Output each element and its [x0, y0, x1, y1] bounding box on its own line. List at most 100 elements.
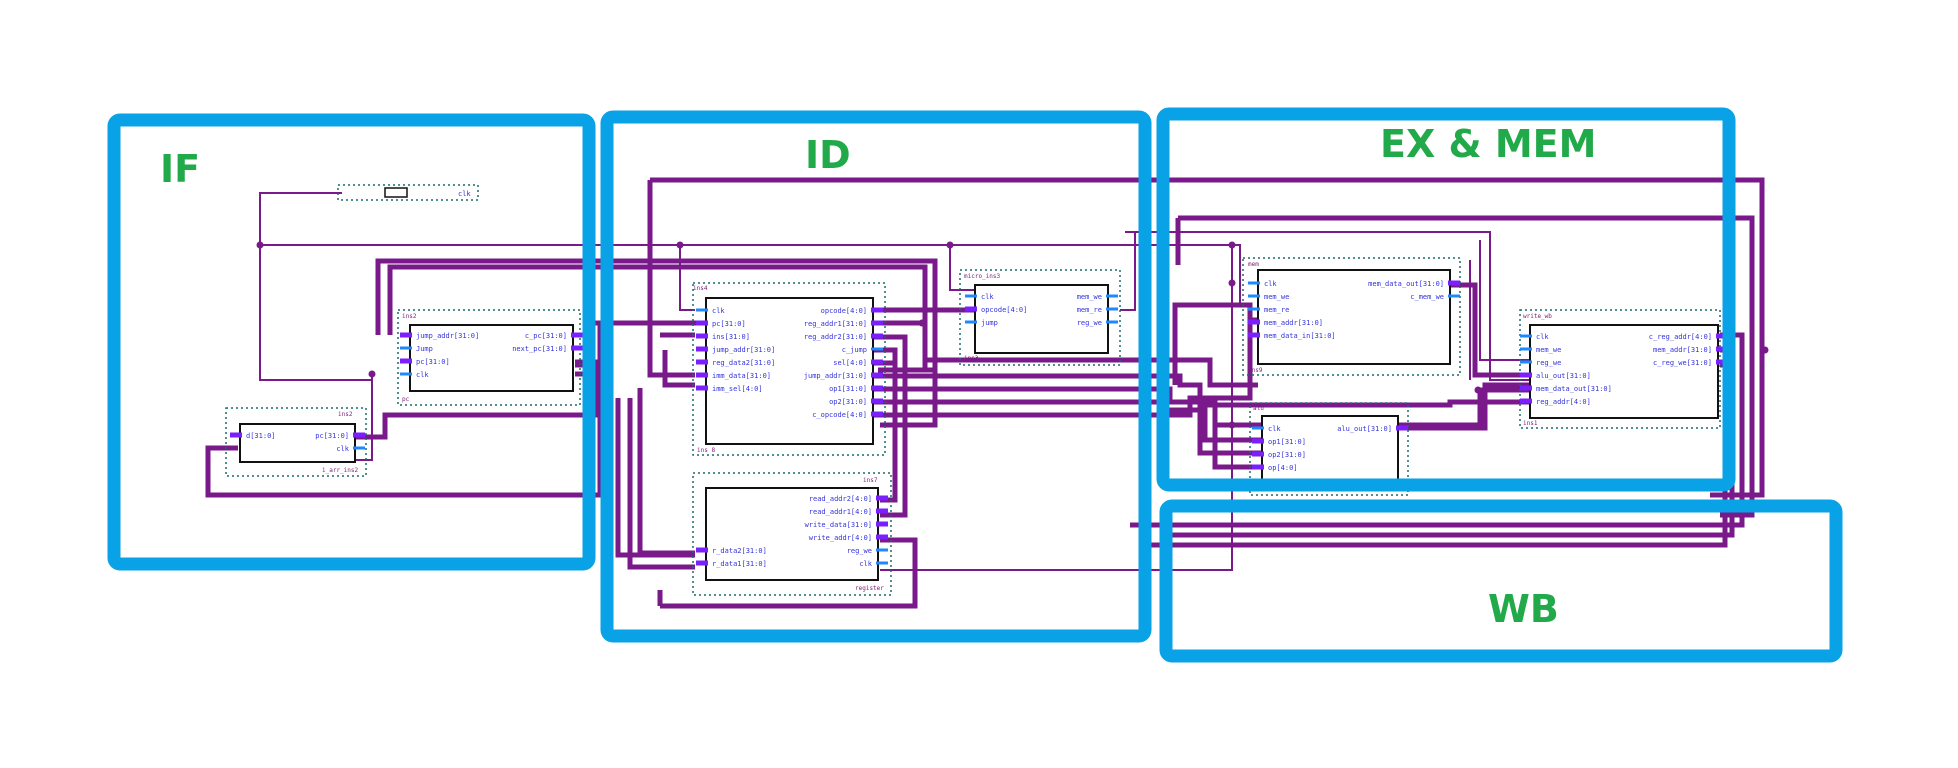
port-label: jump_addr[31:0] — [416, 332, 479, 340]
instance-groups — [225, 184, 1721, 596]
stage-id-label: ID — [805, 133, 851, 177]
port-label: clk — [458, 190, 471, 198]
bus — [647, 180, 695, 378]
bus — [627, 398, 695, 570]
bus — [650, 177, 1765, 498]
port-label: mem_we — [1264, 293, 1289, 301]
wire — [1120, 232, 1136, 311]
block-footer: i_arr_ins2 — [322, 467, 359, 474]
memory-block[interactable] — [1257, 269, 1451, 365]
clk-source-box[interactable] — [384, 187, 408, 198]
wire — [1479, 240, 1530, 361]
block-footer: ins 8 — [697, 447, 715, 454]
port-label: write_data[31:0] — [805, 521, 872, 529]
port-label: imm_sel[4:0] — [712, 385, 763, 393]
pc-reg-block[interactable] — [239, 423, 356, 463]
port-label: c_pc[31:0] — [525, 332, 567, 340]
bus — [1395, 382, 1530, 431]
instance-name: write_wb — [1523, 313, 1552, 320]
junction-dot — [1474, 386, 1482, 394]
port-label: c_reg_we[31:0] — [1653, 359, 1712, 367]
bus — [870, 320, 1258, 388]
instance-name: micro_ins3 — [964, 273, 1001, 280]
bus — [1200, 399, 1530, 408]
port-layer: jump_addr[31:0] Jump pc[31:0] clk c_pc[31:0]… — [230, 280, 1728, 568]
port-label: mem_re — [1264, 306, 1289, 314]
port-label: mem_we — [1077, 293, 1102, 301]
port-label: d[31:0] — [246, 432, 276, 440]
wire — [1125, 231, 1530, 381]
bus — [1178, 215, 1755, 518]
port-label: ins[31:0] — [712, 333, 750, 341]
alu-block[interactable] — [1261, 415, 1399, 487]
port-label: clk — [859, 560, 872, 568]
port-label: clk — [712, 307, 725, 315]
bus — [660, 537, 918, 609]
junction-dot — [256, 241, 264, 249]
port-label: c_jump — [842, 346, 867, 354]
port-label: mem_re — [1077, 306, 1102, 314]
port-label: opcode[4:0] — [981, 306, 1027, 314]
stage-wb-frame[interactable] — [1159, 499, 1843, 663]
port-label: pc[31:0] — [315, 432, 349, 440]
wire-layer — [205, 177, 1765, 609]
write-back-group — [1519, 309, 1721, 429]
bus — [870, 399, 1262, 443]
junction-dot — [1228, 241, 1236, 249]
port-label: pc[31:0] — [712, 320, 746, 328]
stage-if-label: IF — [160, 147, 200, 191]
port-label: mem_we — [1536, 346, 1561, 354]
port-label: reg_we — [847, 547, 872, 555]
port-label: Jump — [416, 345, 433, 353]
stage-wb-label: WB — [1488, 587, 1559, 631]
clk-group — [337, 184, 479, 201]
bus — [637, 388, 695, 556]
port-label: op2[31:0] — [1268, 451, 1306, 459]
stage-if-frame[interactable] — [107, 113, 596, 571]
block-footer: ins1 — [1523, 420, 1538, 427]
decoder-block[interactable] — [705, 297, 874, 445]
port-label: reg_we — [1536, 359, 1561, 367]
pc-calc-block[interactable] — [409, 324, 574, 392]
instance-name: ins2 — [402, 313, 417, 320]
port-label: mem_data_out[31:0] — [1536, 385, 1612, 393]
port-label: clk — [416, 371, 429, 379]
port-label: reg_we — [1077, 319, 1102, 327]
instance-name: mem — [1248, 261, 1259, 268]
instance-name: alu — [1253, 405, 1264, 412]
wire — [259, 192, 372, 381]
block-layer: clk ins2 pc ins2 i_arr_ins2 ins4 ins 8 i… — [239, 187, 1719, 592]
port-label: mem_addr[31:0] — [1653, 346, 1712, 354]
port-label: c_mem_we — [1410, 293, 1444, 301]
port-label: mem_addr[31:0] — [1264, 319, 1323, 327]
write-back-block[interactable] — [1529, 324, 1719, 419]
register-block[interactable] — [705, 487, 879, 581]
micro-block[interactable] — [974, 284, 1109, 354]
junction-dot — [1228, 279, 1236, 287]
junction-dot — [918, 319, 926, 327]
block-footer: pc — [402, 396, 410, 403]
stage-ex-mem-frame[interactable] — [1156, 107, 1736, 492]
bus — [205, 323, 603, 498]
port-label: jump_addr[31:0] — [712, 346, 775, 354]
bus — [615, 398, 695, 558]
junction-dot — [676, 241, 684, 249]
port-label: imm_data[31:0] — [712, 372, 771, 380]
junction-dot — [1761, 346, 1769, 354]
port-label: r_data1[31:0] — [712, 560, 767, 568]
stage-id-frame[interactable] — [600, 110, 1152, 643]
block-footer: ins9 — [1248, 367, 1263, 374]
port-label: reg_data2[31:0] — [712, 359, 775, 367]
instance-name: ins7 — [863, 477, 878, 484]
bus — [1172, 302, 1258, 385]
port-label: r_data2[31:0] — [712, 547, 767, 555]
port-label: mem_data_out[31:0] — [1368, 280, 1444, 288]
port-label: jump — [981, 319, 998, 327]
port-label: op[4:0] — [1268, 464, 1298, 472]
block-footer: register — [855, 585, 884, 592]
instance-name: ins4 — [693, 285, 708, 292]
port-label: mem_data_in[31:0] — [1264, 332, 1336, 340]
bus — [870, 334, 908, 518]
port-label: clk — [336, 445, 349, 453]
instance-name: ins2 — [338, 411, 353, 418]
